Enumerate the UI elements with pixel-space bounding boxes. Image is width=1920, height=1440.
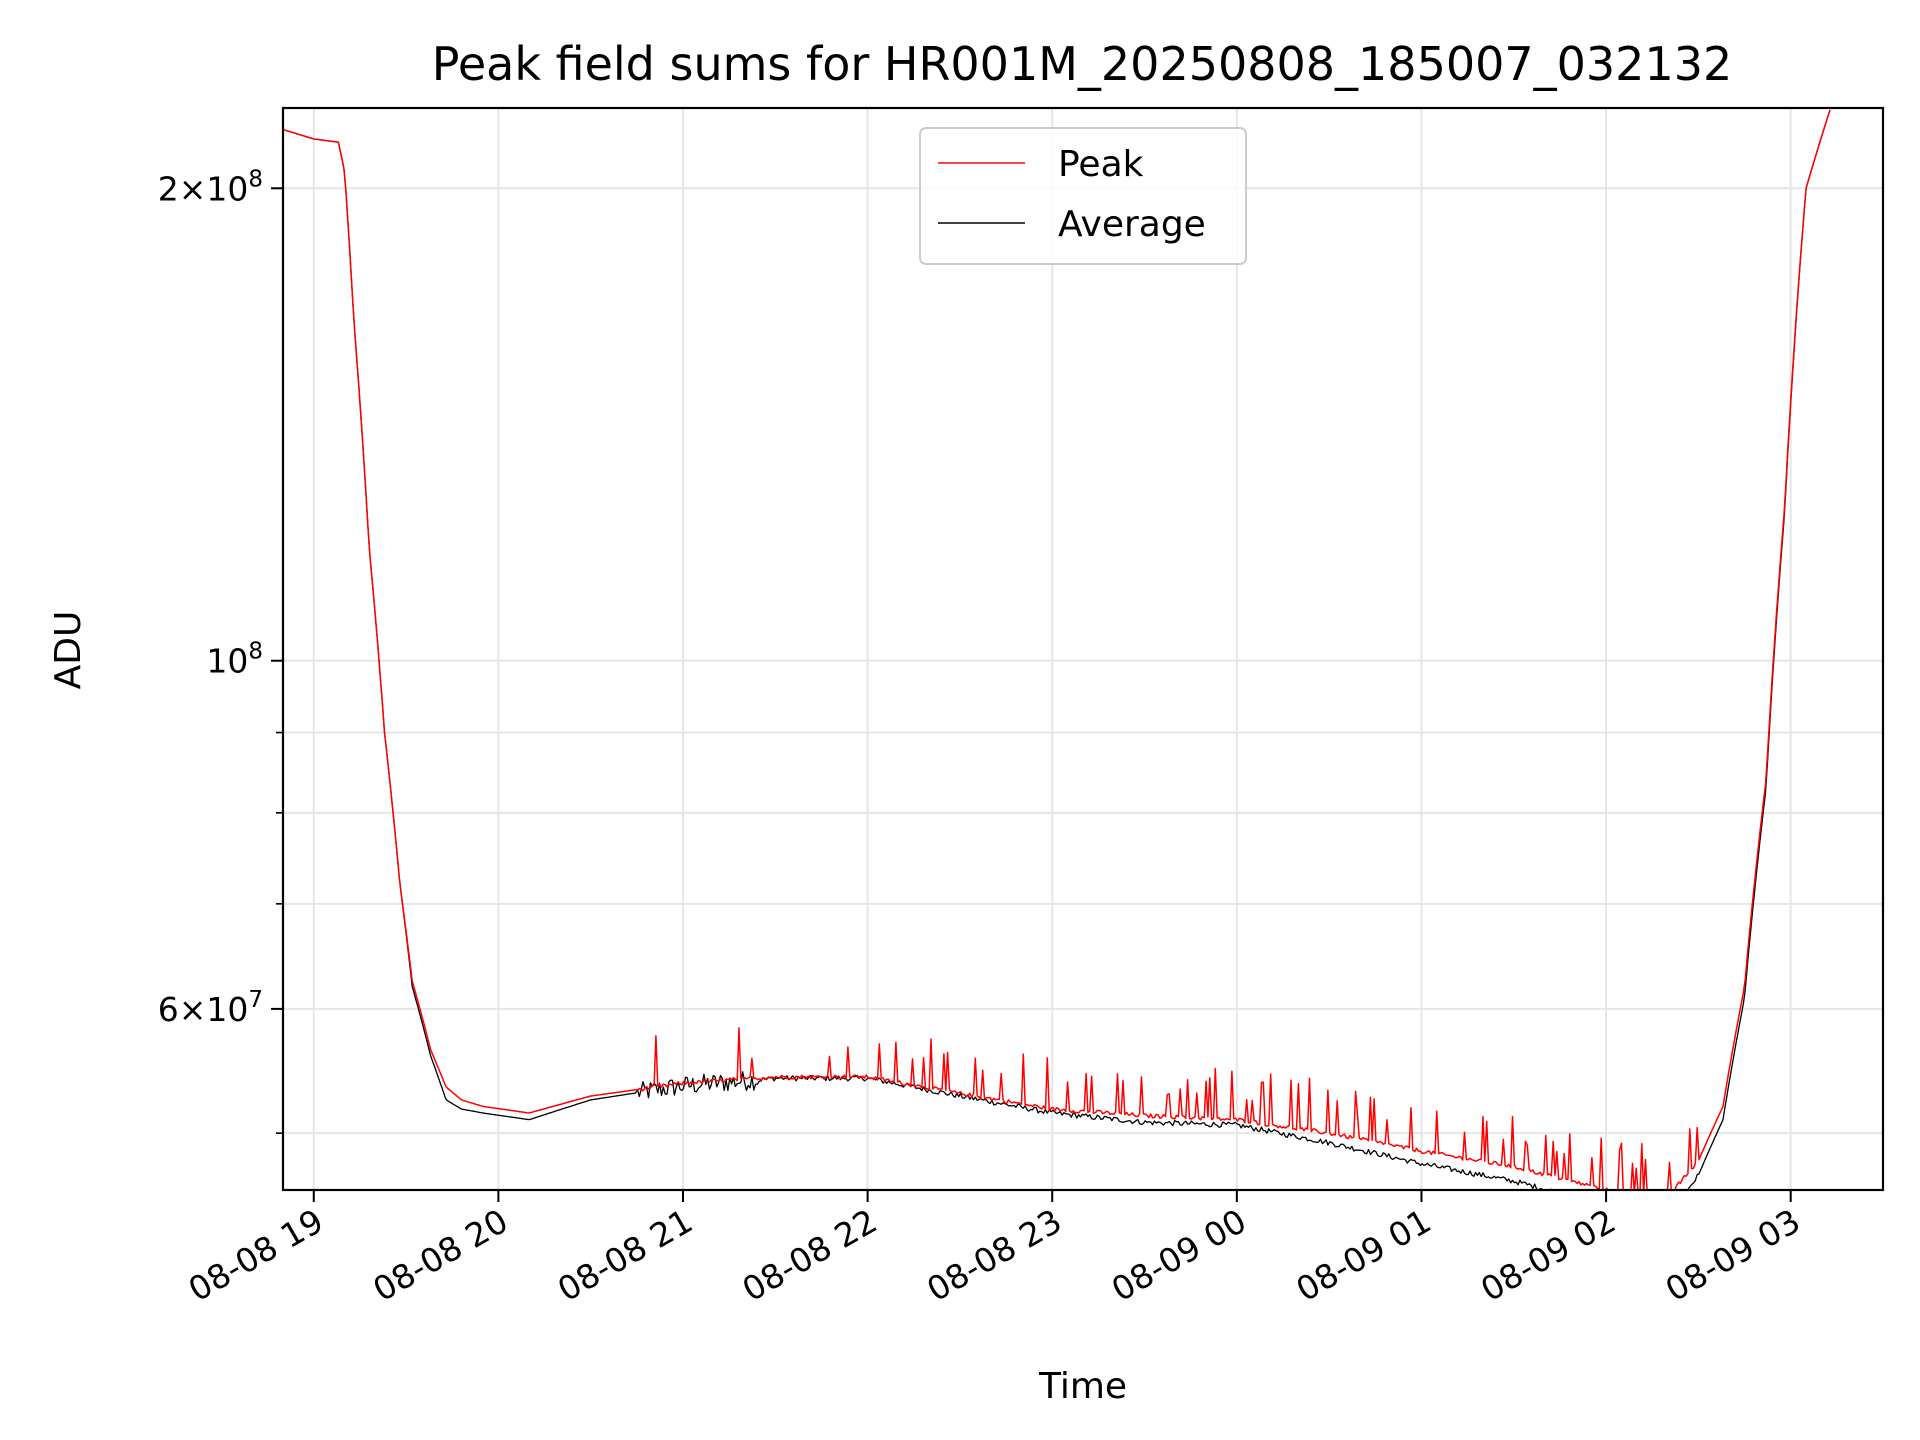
legend-label-peak: Peak [1058,144,1144,185]
chart-title: Peak field sums for HR001M_20250808_1850… [432,37,1733,91]
plot-frame [281,106,1885,1192]
series-line-average [283,109,1831,1190]
series-layer [283,109,1831,1190]
y-tick-label: 108 [206,639,263,681]
x-axis-label: Time [1038,1366,1127,1407]
y-gridlines [283,187,1883,1135]
y-tick-label: 6×107 [158,987,263,1029]
legend-box [919,127,1247,265]
y-tick-label: 2×108 [158,166,263,208]
legend-label-average: Average [1058,204,1206,245]
legend: Peak Average [919,127,1247,265]
y-axis: 6×107 108 2×108 [158,166,283,1134]
series-line-peak [283,109,1831,1190]
y-axis-label: ADU [48,611,89,690]
